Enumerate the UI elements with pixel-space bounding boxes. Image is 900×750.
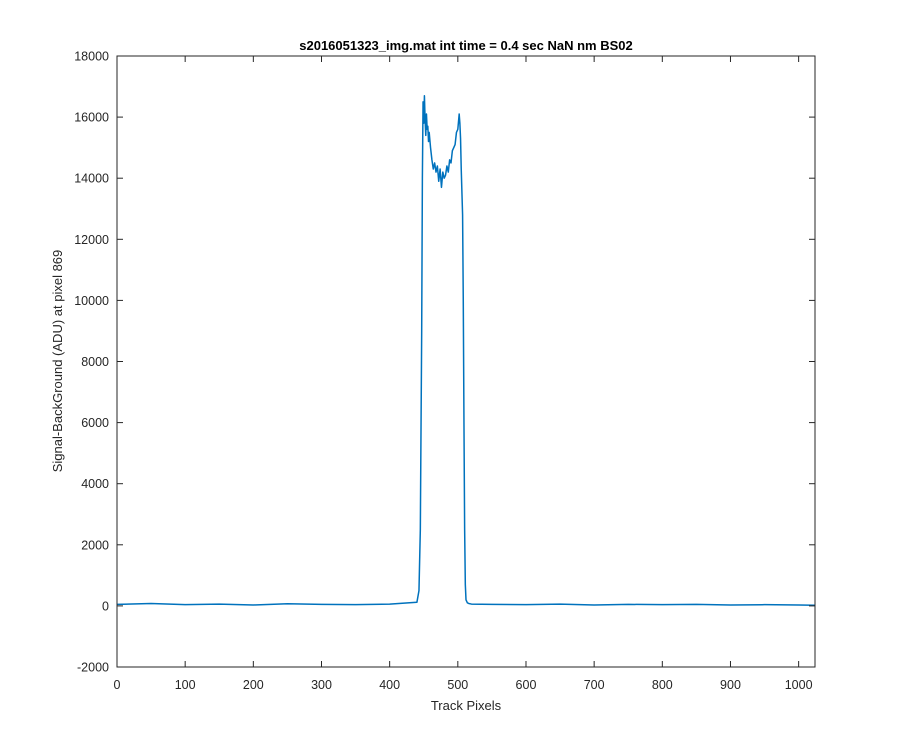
x-tick-label: 700 — [584, 678, 605, 692]
y-tick-label: 6000 — [81, 416, 109, 430]
plot-area — [117, 56, 815, 667]
y-tick-label: -2000 — [77, 661, 109, 675]
x-tick-label: 500 — [447, 678, 468, 692]
y-tick-label: 12000 — [74, 233, 109, 247]
y-tick-label: 0 — [102, 599, 109, 613]
axes-box — [116, 55, 816, 668]
x-tick-label: 600 — [516, 678, 537, 692]
y-tick-label: 10000 — [74, 294, 109, 308]
x-tick-label: 800 — [652, 678, 673, 692]
y-axis-label: Signal-BackGround (ADU) at pixel 869 — [50, 250, 65, 473]
series-line-0 — [116, 94, 816, 607]
plot-layer — [116, 94, 816, 607]
x-tick-label: 1000 — [785, 678, 813, 692]
y-tick-label: 16000 — [74, 111, 109, 125]
y-tick-label: 4000 — [81, 477, 109, 491]
y-tick-label: 2000 — [81, 538, 109, 552]
tick-layer: 0 100 200 300 400 500 600 700 800 900 1000 -2000 0 20… — [74, 50, 815, 692]
x-tick-label: 300 — [311, 678, 332, 692]
x-tick-label: 100 — [175, 678, 196, 692]
x-tick-label: 200 — [243, 678, 264, 692]
y-tick-label: 14000 — [74, 172, 109, 186]
y-tick-label: 18000 — [74, 50, 109, 64]
x-tick-label: 0 — [114, 678, 121, 692]
x-axis-label: Track Pixels — [431, 698, 502, 713]
x-tick-label: 900 — [720, 678, 741, 692]
x-tick-label: 400 — [379, 678, 400, 692]
y-tick-label: 8000 — [81, 355, 109, 369]
chart-title: s2016051323_img.mat int time = 0.4 sec N… — [299, 38, 633, 53]
